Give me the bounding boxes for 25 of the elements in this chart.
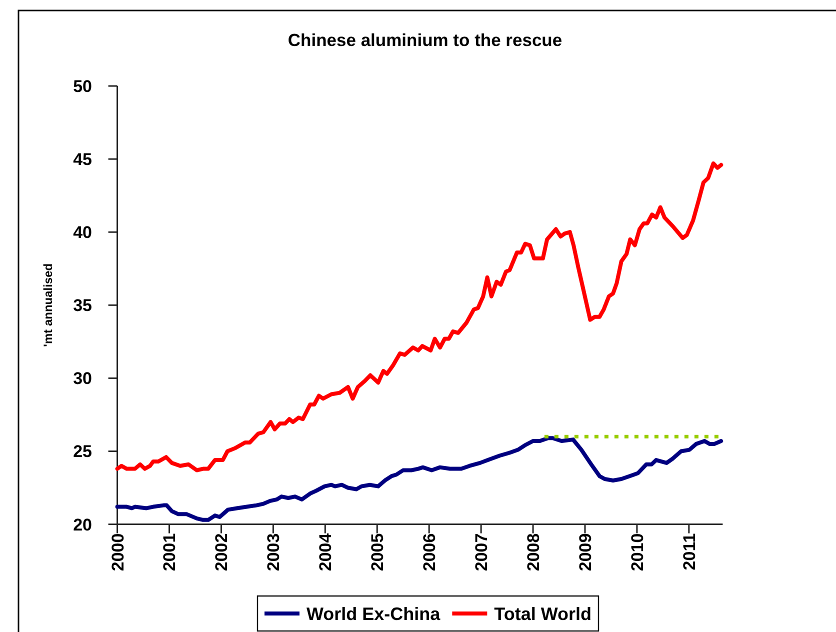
- y-tick-label: 20: [73, 515, 92, 534]
- chart-title: Chinese aluminium to the rescue: [288, 30, 562, 50]
- x-tick-label: 2002: [212, 533, 232, 572]
- y-tick-label: 30: [73, 369, 92, 388]
- x-tick-label: 2000: [108, 533, 128, 572]
- x-tick-label: 2003: [264, 533, 284, 572]
- y-tick-label: 40: [73, 223, 92, 242]
- x-tick-label: 2006: [420, 533, 440, 572]
- x-tick-label: 2010: [628, 533, 647, 572]
- y-tick-label: 25: [73, 442, 92, 462]
- legend-label: Total World: [494, 604, 592, 624]
- y-tick-label: 35: [73, 296, 92, 316]
- x-tick-label: 2008: [524, 533, 543, 572]
- legend-label: World Ex-China: [306, 604, 442, 624]
- line-series: [115, 161, 724, 472]
- x-tick-label: 2007: [472, 533, 492, 572]
- y-tick-label: 45: [73, 150, 92, 169]
- y-axis-title: 'mt annualised: [41, 263, 55, 347]
- y-tick-label: 50: [73, 76, 92, 96]
- x-tick-label: 2004: [316, 532, 336, 572]
- x-tick-label: 2001: [160, 533, 180, 572]
- x-tick-label: 2011: [680, 533, 699, 570]
- x-tick-label: 2005: [368, 533, 388, 572]
- x-tick-label: 2009: [576, 533, 595, 572]
- line-series: [115, 436, 724, 522]
